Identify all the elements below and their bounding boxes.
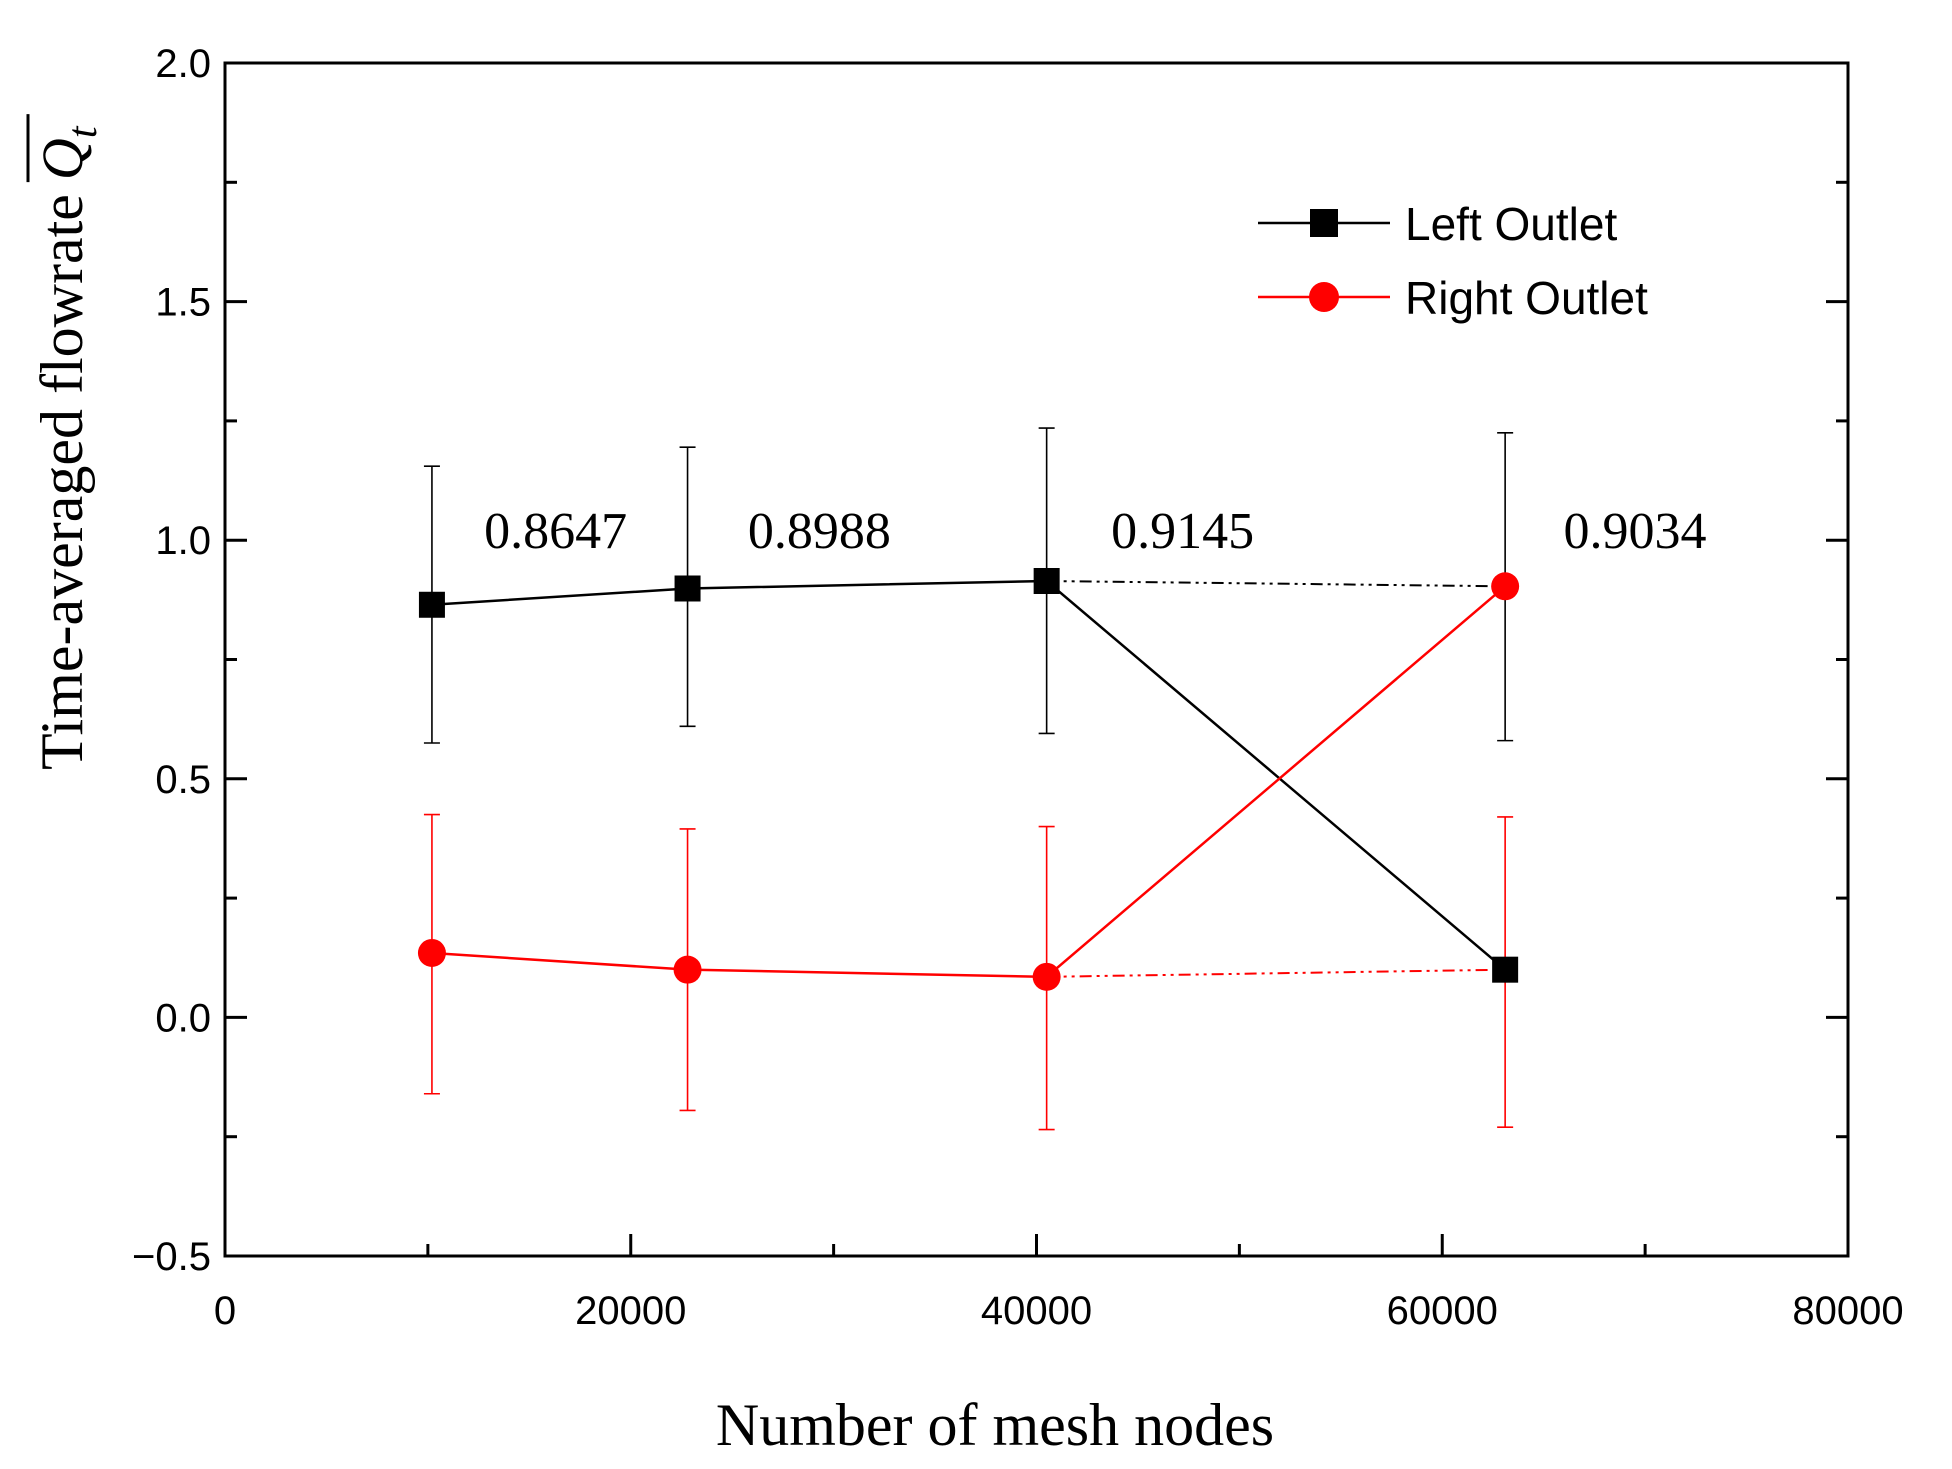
y-tick-label: 0.5	[155, 758, 211, 802]
data-label-annotation: 0.9145	[1111, 503, 1254, 560]
x-tick-label: 0	[214, 1289, 236, 1333]
right-outlet-line	[431, 585, 1506, 979]
left-outlet-point	[1033, 568, 1060, 595]
y-tick-label: 1.0	[155, 519, 211, 563]
left-outlet-line	[431, 579, 1506, 971]
y-tick-label: 1.5	[155, 281, 211, 325]
y-axis-symbol-subscript: t	[60, 125, 106, 138]
y-tick-label: −0.5	[132, 1235, 211, 1279]
right-outlet-point	[673, 955, 702, 984]
y-axis-title: Time-averaged flowrate Q t	[26, 114, 106, 770]
y-axis-symbol: Q	[30, 138, 95, 180]
legend-left-outlet-marker	[1310, 209, 1338, 237]
right-outlet-point	[417, 938, 446, 967]
x-tick-label: 40000	[981, 1289, 1092, 1333]
x-tick-label: 20000	[575, 1289, 686, 1333]
annotations: 0.8647 0.8988 0.9145 0.9034	[484, 503, 1706, 560]
x-tick-label: 60000	[1387, 1289, 1498, 1333]
plot-frame	[223, 61, 1850, 1258]
dash-dot-connector	[1046, 968, 1506, 978]
minor-ticks	[225, 180, 1848, 1256]
left-outlet-point	[418, 591, 445, 618]
y-tick-labels: −0.5 0.0 0.5 1.0 1.5 2.0	[132, 42, 211, 1279]
x-tick-label: 80000	[1792, 1289, 1903, 1333]
data-label-annotation: 0.9034	[1563, 503, 1706, 560]
legend: Left Outlet Right Outlet	[1258, 198, 1648, 324]
y-axis-title-text: Time-averaged flowrate	[29, 194, 95, 770]
legend-left-outlet-label: Left Outlet	[1405, 198, 1617, 250]
dash-dot-connector	[1046, 580, 1506, 588]
y-tick-label: 2.0	[155, 42, 211, 86]
left-outlet-point	[674, 575, 701, 602]
x-axis-title: Number of mesh nodes	[716, 1392, 1274, 1458]
plot-content	[417, 427, 1520, 1131]
right-outlet-point	[1491, 572, 1520, 601]
y-tick-label: 0.0	[155, 996, 211, 1040]
right-outlet-point	[1032, 962, 1061, 991]
left-outlet-point	[1492, 956, 1519, 983]
data-label-annotation: 0.8988	[748, 503, 891, 560]
legend-right-outlet-label: Right Outlet	[1405, 272, 1648, 324]
legend-right-outlet-marker	[1309, 282, 1339, 312]
x-tick-labels: 0 20000 40000 60000 80000	[214, 1289, 1904, 1333]
data-label-annotation: 0.8647	[484, 503, 627, 560]
